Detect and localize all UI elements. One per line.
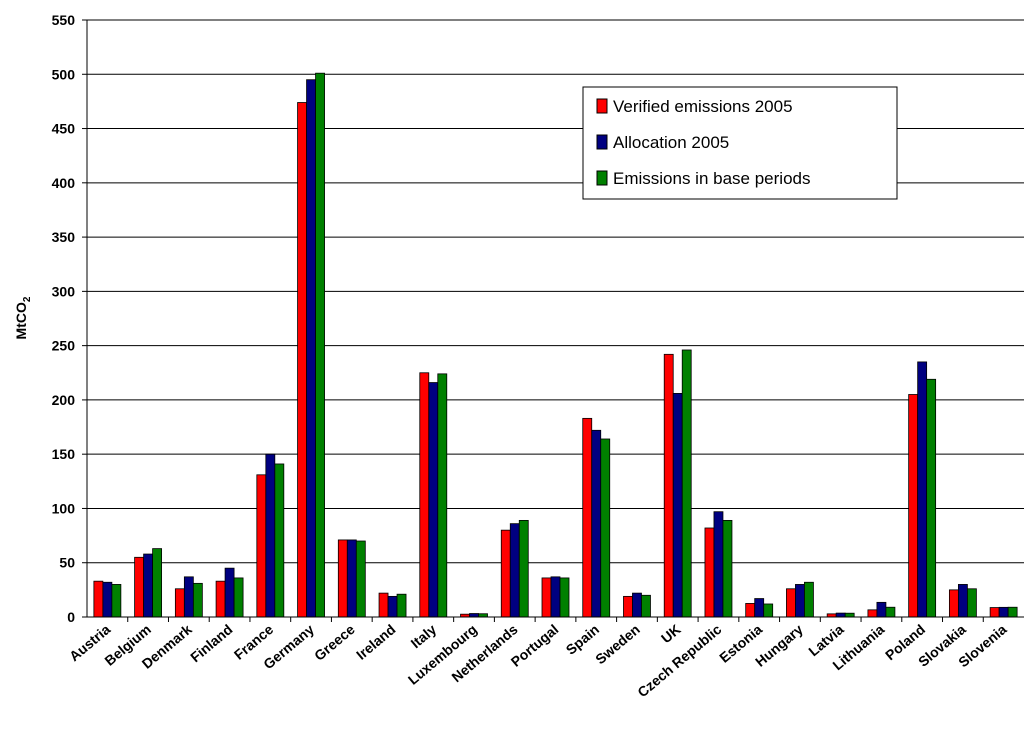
bar-poland-series-2 bbox=[917, 361, 928, 618]
bar-hungary-series-3 bbox=[804, 581, 814, 618]
bar-finland-series-2 bbox=[224, 567, 235, 618]
bars bbox=[93, 72, 1018, 618]
legend-label: Emissions in base periods bbox=[613, 169, 810, 188]
bar-slovenia-series-1 bbox=[989, 607, 1000, 618]
y-tick-label: 450 bbox=[52, 121, 76, 137]
bar-portugal-series-3 bbox=[559, 577, 570, 618]
gridlines bbox=[87, 19, 1024, 564]
bar-finland-series-3 bbox=[233, 577, 244, 618]
bar-spain-series-1 bbox=[582, 417, 593, 618]
bar-denmark-series-2 bbox=[183, 576, 194, 618]
bar-poland-series-3 bbox=[926, 378, 937, 618]
bar-slovakia-series-1 bbox=[948, 589, 959, 618]
bar-denmark-series-3 bbox=[192, 582, 203, 618]
bar-ireland-series-3 bbox=[396, 593, 407, 618]
bar-slovakia-series-2 bbox=[957, 584, 968, 618]
legend-label: Allocation 2005 bbox=[613, 133, 729, 152]
legend-swatch bbox=[596, 170, 608, 186]
bar-germany-series-1 bbox=[297, 102, 307, 618]
y-tick-label: 300 bbox=[52, 283, 76, 299]
y-tick-label: 250 bbox=[52, 338, 76, 354]
bar-finland-series-1 bbox=[215, 580, 226, 618]
bar-poland-series-1 bbox=[908, 394, 919, 618]
bar-germany-series-3 bbox=[315, 72, 325, 618]
bar-uk-series-2 bbox=[672, 392, 683, 618]
bar-lithuania-series-2 bbox=[876, 601, 887, 618]
bar-estonia-series-3 bbox=[763, 603, 774, 618]
bar-france-series-2 bbox=[265, 453, 276, 618]
bar-slovakia-series-3 bbox=[966, 588, 977, 618]
y-tick-label: 550 bbox=[52, 12, 76, 28]
bar-france-series-1 bbox=[256, 474, 267, 618]
bar-ireland-series-1 bbox=[378, 592, 389, 618]
y-tick-label: 500 bbox=[52, 66, 76, 82]
bar-greece-series-2 bbox=[346, 539, 357, 618]
bar-austria-series-1 bbox=[93, 580, 104, 618]
bar-greece-series-3 bbox=[355, 540, 366, 618]
bar-denmark-series-1 bbox=[174, 588, 185, 618]
bar-italy-series-3 bbox=[437, 373, 448, 618]
bar-czech-republic-series-2 bbox=[713, 511, 724, 618]
y-axis-label-main: MtCO bbox=[13, 302, 29, 339]
bar-spain-series-2 bbox=[591, 429, 602, 618]
bar-ireland-series-2 bbox=[387, 595, 398, 618]
bar-netherlands-series-2 bbox=[509, 523, 520, 618]
y-tick-label: 0 bbox=[67, 609, 75, 625]
bar-spain-series-3 bbox=[600, 438, 611, 618]
bar-lithuania-series-1 bbox=[867, 609, 878, 618]
bar-estonia-series-2 bbox=[754, 598, 765, 618]
bar-france-series-3 bbox=[274, 463, 285, 618]
bar-austria-series-2 bbox=[102, 581, 113, 618]
y-tick-label: 350 bbox=[52, 229, 76, 245]
bar-sweden-series-1 bbox=[623, 595, 633, 618]
legend-label: Verified emissions 2005 bbox=[613, 97, 793, 116]
bar-netherlands-series-3 bbox=[518, 519, 529, 618]
bar-italy-series-2 bbox=[428, 382, 439, 618]
bar-slovenia-series-3 bbox=[1007, 606, 1018, 618]
bar-uk-series-3 bbox=[681, 349, 692, 618]
bar-latvia-series-3 bbox=[844, 612, 855, 618]
bar-portugal-series-1 bbox=[541, 577, 552, 618]
bar-sweden-series-2 bbox=[632, 592, 642, 618]
bar-luxembourg-series-2 bbox=[469, 613, 479, 618]
bar-netherlands-series-1 bbox=[500, 529, 511, 618]
legend-swatch bbox=[596, 134, 608, 150]
bar-uk-series-1 bbox=[663, 353, 674, 618]
bar-greece-series-1 bbox=[337, 539, 348, 618]
bar-latvia-series-2 bbox=[835, 612, 846, 618]
bar-sweden-series-3 bbox=[641, 594, 651, 618]
bar-hungary-series-1 bbox=[786, 588, 796, 618]
bar-germany-series-2 bbox=[306, 79, 316, 618]
bar-lithuania-series-3 bbox=[885, 606, 896, 618]
bar-italy-series-1 bbox=[419, 372, 430, 618]
bar-estonia-series-1 bbox=[745, 603, 756, 618]
y-tick-labels: 0 50 100 150 200 250 300 350 400 450 500 550 bbox=[52, 12, 76, 625]
bar-czech-republic-series-3 bbox=[722, 519, 733, 618]
y-tick-label: 200 bbox=[52, 392, 76, 408]
y-axis-label-subscript: 2 bbox=[22, 296, 33, 302]
bar-belgium-series-1 bbox=[134, 556, 145, 618]
bar-slovenia-series-2 bbox=[998, 606, 1009, 618]
bar-belgium-series-3 bbox=[152, 548, 163, 618]
bar-czech-republic-series-1 bbox=[704, 527, 715, 618]
legend: Verified emissions 2005 Allocation 2005 Em… bbox=[582, 86, 898, 200]
bar-hungary-series-2 bbox=[795, 584, 805, 618]
y-tick-label: 50 bbox=[59, 555, 75, 571]
y-tick-label: 100 bbox=[52, 500, 76, 516]
y-tick-label: 150 bbox=[52, 446, 76, 462]
bar-austria-series-3 bbox=[111, 584, 122, 618]
legend-box bbox=[582, 86, 898, 200]
bar-portugal-series-2 bbox=[550, 576, 561, 618]
bar-belgium-series-2 bbox=[143, 553, 154, 618]
y-tick-label: 400 bbox=[52, 175, 76, 191]
y-axis-label: MtCO2 bbox=[13, 296, 33, 339]
axes bbox=[82, 19, 1024, 622]
legend-swatch bbox=[596, 98, 608, 114]
